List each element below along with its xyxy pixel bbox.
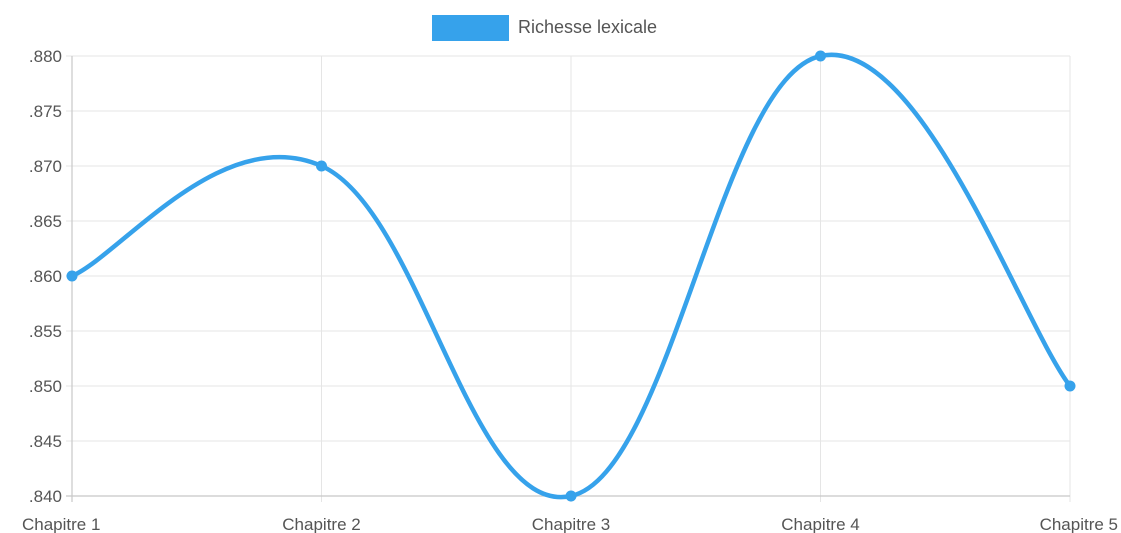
data-point[interactable] [316,160,327,172]
y-tick-label: .845 [29,432,62,451]
legend-swatch[interactable] [432,15,509,41]
series-line [69,52,1073,500]
x-tick-label: Chapitre 3 [532,515,610,533]
y-tick-label: .850 [29,377,62,396]
data-point[interactable] [1064,380,1076,392]
data-point[interactable] [565,490,577,502]
x-tick-label: Chapitre 4 [781,515,859,533]
axes [66,56,1070,502]
legend-label[interactable]: Richesse lexicale [518,17,657,37]
y-tick-label: .875 [29,102,62,121]
y-tick-label: .860 [29,267,62,286]
x-tick-label: Chapitre 5 [1040,515,1118,533]
x-tick-label: Chapitre 1 [22,515,100,533]
data-point[interactable] [66,270,78,282]
y-tick-label: .870 [29,157,62,176]
grid [66,55,1071,502]
x-tick-label: Chapitre 2 [282,515,360,533]
y-tick-label: .865 [29,212,62,231]
y-tick-label: .880 [29,47,62,66]
data-point[interactable] [815,50,826,62]
y-tick-label: .840 [29,487,62,506]
legend[interactable]: Richesse lexicale [432,15,657,41]
series-layer [66,50,1076,502]
tick-labels: .880 .875 .870 .865 .860 .855 .850 .845 .840 Chap… [22,47,1118,533]
y-tick-label: .855 [29,322,62,341]
